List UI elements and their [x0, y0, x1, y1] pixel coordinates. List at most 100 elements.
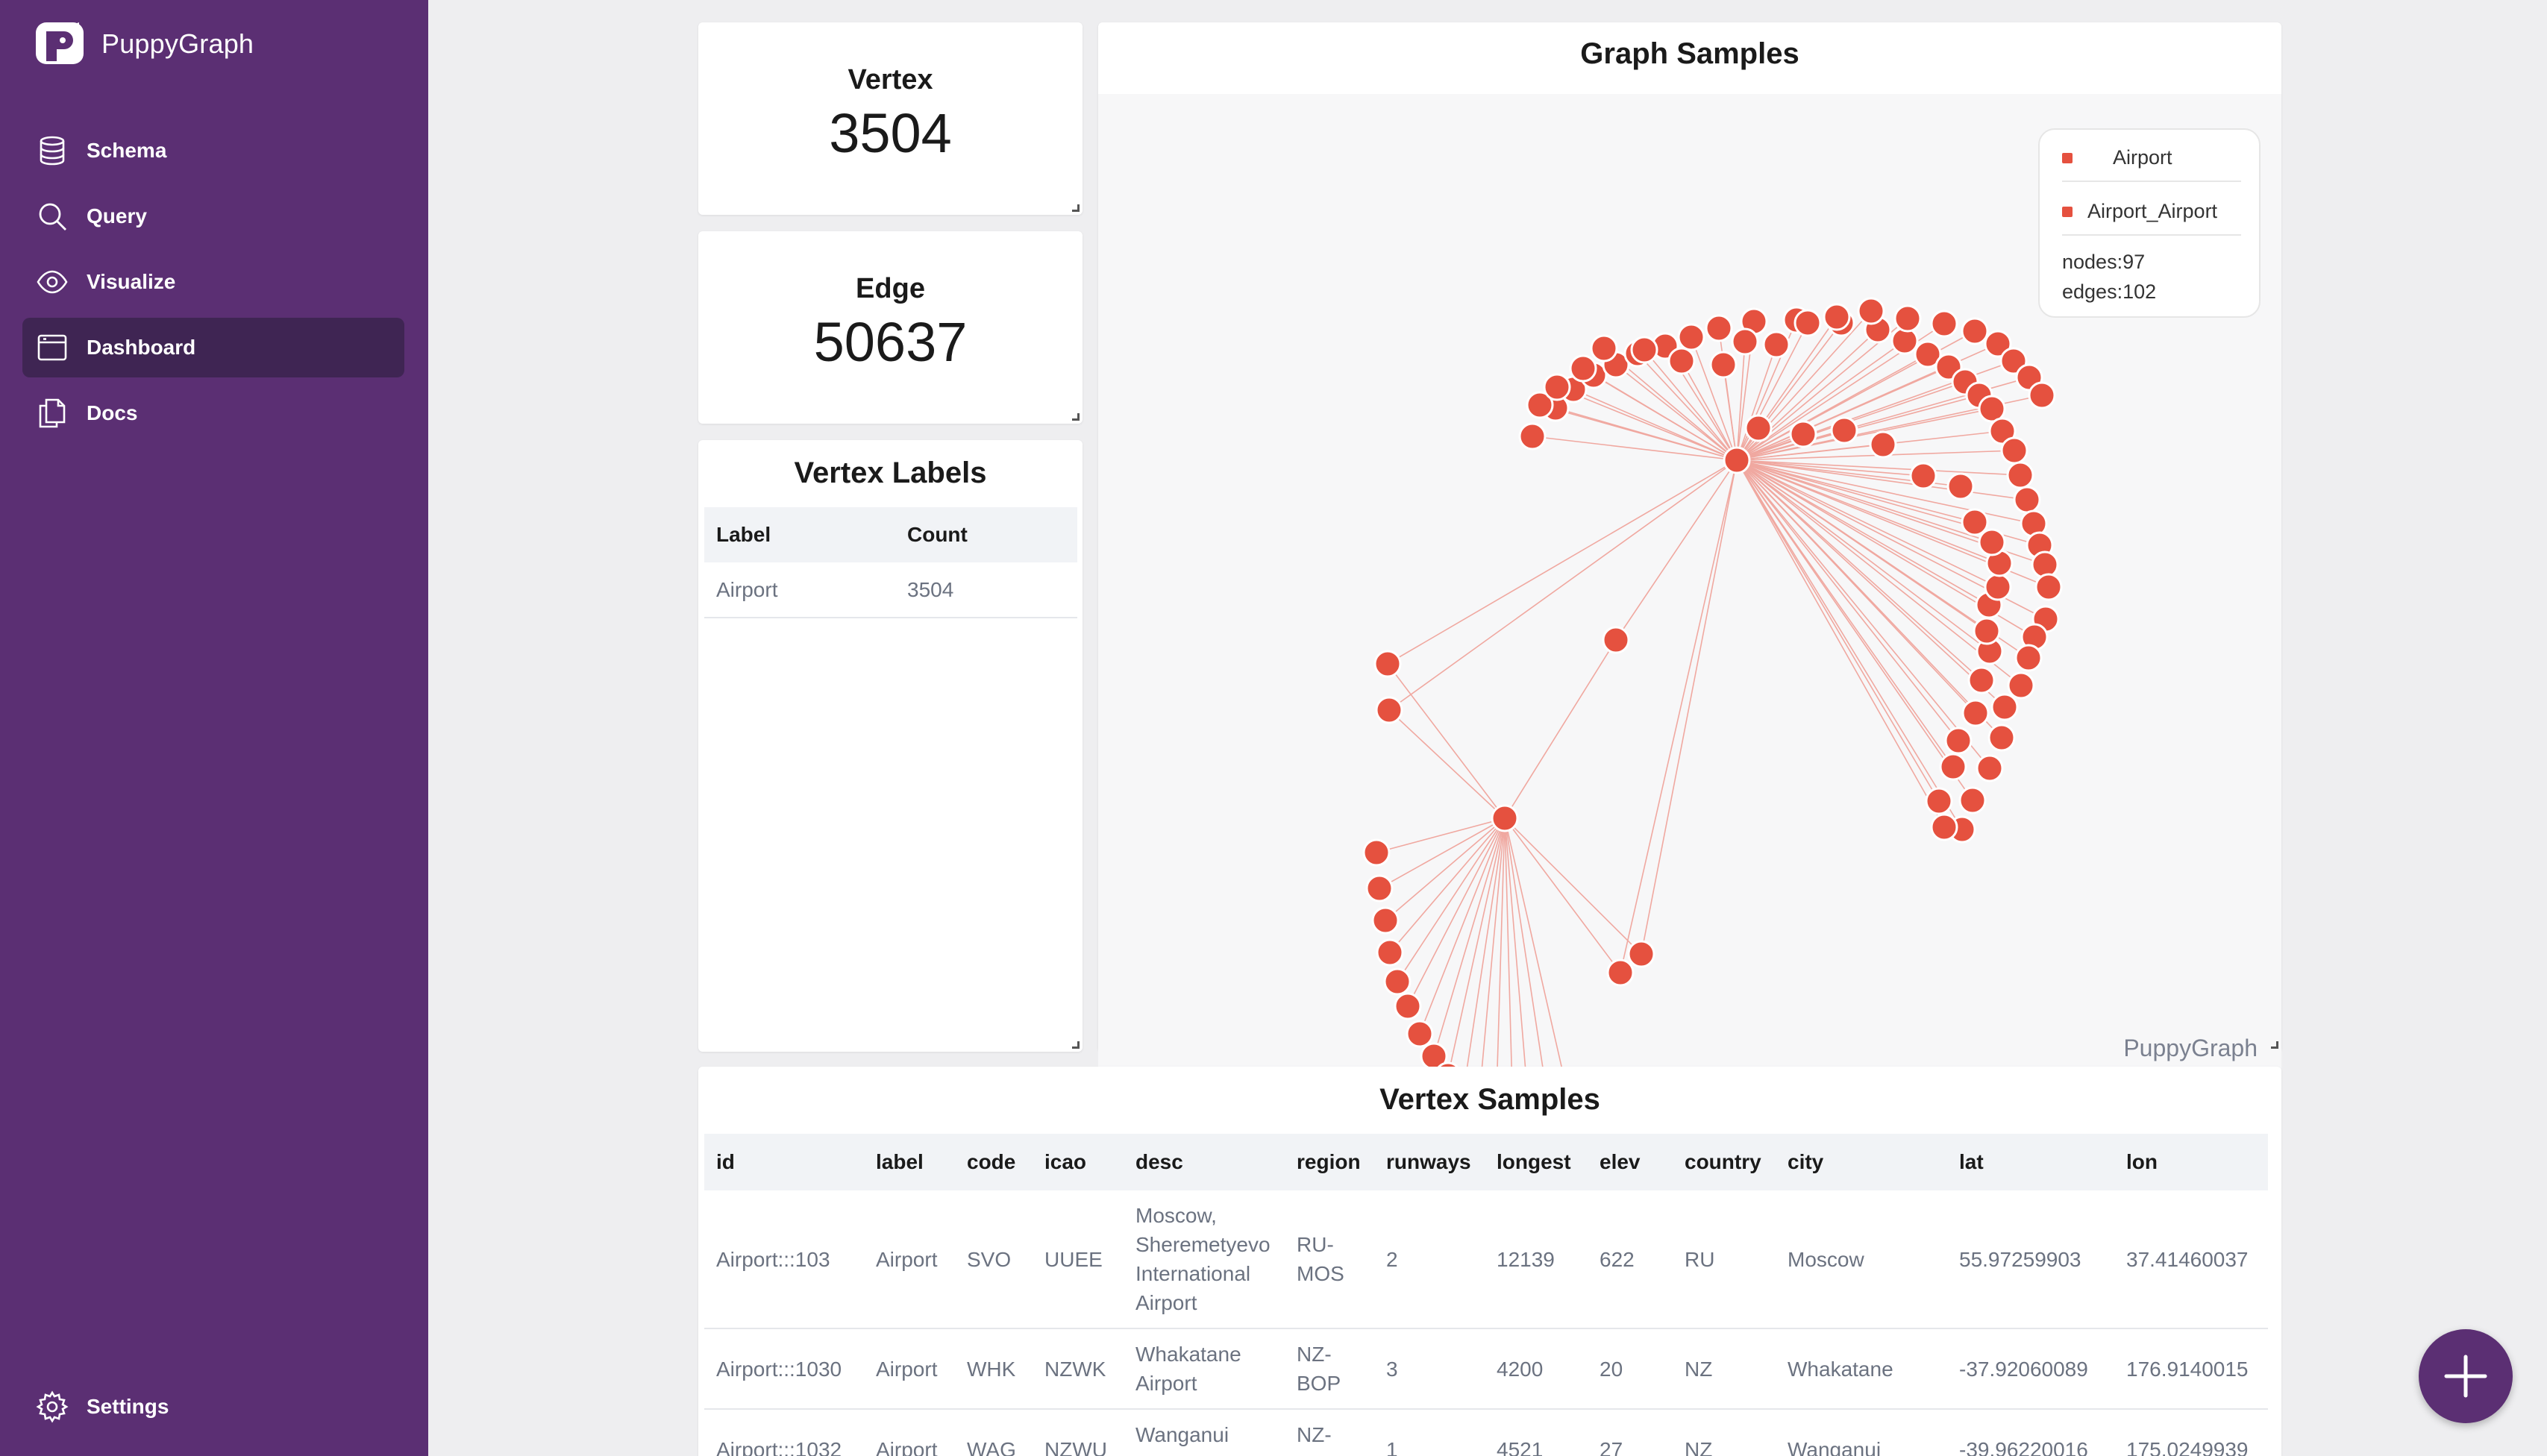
sidebar-item-docs[interactable]: Docs	[22, 383, 404, 443]
sidebar-item-label: Dashboard	[87, 336, 196, 359]
graph-node[interactable]	[1630, 336, 1658, 364]
graph-node[interactable]	[1394, 992, 1422, 1020]
resize-handle[interactable]	[1072, 1041, 1080, 1049]
graph-node[interactable]	[1543, 373, 1571, 401]
graph-node[interactable]	[1893, 304, 1922, 333]
graph-node[interactable]	[1375, 696, 1403, 724]
resize-handle[interactable]	[1072, 413, 1080, 421]
column-header[interactable]: desc	[1124, 1134, 1285, 1190]
graph-node[interactable]	[1958, 786, 1987, 815]
graph-node[interactable]	[1590, 334, 1618, 363]
graph-node[interactable]	[1890, 327, 1919, 355]
graph-node[interactable]	[2028, 381, 2056, 410]
graph-node[interactable]	[1526, 391, 1554, 419]
graph-node[interactable]	[1961, 508, 1989, 536]
legend-item[interactable]: Airport_Airport	[2062, 200, 2217, 223]
column-header[interactable]: city	[1776, 1134, 1947, 1190]
graph-node[interactable]	[1762, 330, 1791, 359]
graph-node[interactable]	[1930, 813, 1958, 841]
graph-node[interactable]	[1723, 446, 1751, 474]
graph-node[interactable]	[1976, 754, 2004, 782]
graph-node[interactable]	[2000, 436, 2028, 465]
brand[interactable]: PuppyGraph	[33, 19, 254, 69]
graph-node[interactable]	[1365, 874, 1394, 903]
graph-node[interactable]	[1491, 804, 1519, 832]
graph-node[interactable]	[1944, 727, 1973, 755]
graph-node[interactable]	[1984, 330, 2012, 358]
graph-node[interactable]	[1830, 416, 1858, 445]
graph-node[interactable]	[1793, 309, 1822, 337]
graph-canvas[interactable]: Airport Airport_Airport nodes:97 edges:1…	[1098, 94, 2281, 1074]
graph-node[interactable]	[1602, 626, 1630, 654]
sidebar-item-schema[interactable]: Schema	[22, 121, 404, 181]
graph-node[interactable]	[1925, 787, 1953, 815]
graph-node[interactable]	[2013, 486, 2041, 514]
table-cell: NZ	[1673, 1409, 1776, 1456]
graph-node[interactable]	[1518, 422, 1547, 451]
graph-node[interactable]	[1987, 724, 2016, 752]
graph-node[interactable]	[1373, 650, 1402, 678]
column-header[interactable]: longest	[1485, 1134, 1588, 1190]
column-header[interactable]: lon	[2114, 1134, 2268, 1190]
column-header[interactable]: label	[864, 1134, 955, 1190]
graph-node[interactable]	[1606, 958, 1635, 987]
graph-node[interactable]	[1371, 906, 1400, 935]
add-widget-button[interactable]	[2419, 1329, 2513, 1423]
graph-node[interactable]	[1744, 414, 1773, 442]
graph-edge	[1573, 389, 1738, 461]
graph-node[interactable]	[2031, 550, 2059, 579]
sidebar-item-visualize[interactable]: Visualize	[22, 252, 404, 312]
graph-node[interactable]	[1939, 753, 1967, 781]
graph-node[interactable]	[2034, 573, 2063, 601]
graph-node[interactable]	[1709, 351, 1738, 379]
graph-node[interactable]	[1967, 666, 1996, 694]
column-header[interactable]: icao	[1033, 1134, 1124, 1190]
graph-node[interactable]	[1978, 528, 2006, 556]
table-cell: SVO	[955, 1190, 1033, 1329]
graph-visualization[interactable]	[1098, 94, 2281, 1074]
legend-item[interactable]: Airport	[2062, 146, 2172, 169]
column-header[interactable]: region	[1285, 1134, 1374, 1190]
graph-node[interactable]	[1961, 699, 1990, 727]
sidebar-item-dashboard[interactable]: Dashboard	[22, 318, 404, 377]
graph-node[interactable]	[1869, 430, 1897, 459]
column-header[interactable]: code	[955, 1134, 1033, 1190]
column-header[interactable]: country	[1673, 1134, 1776, 1190]
graph-node[interactable]	[1930, 310, 1958, 338]
graph-node[interactable]	[1823, 303, 1851, 331]
card-title: Vertex Samples	[1379, 1083, 1600, 1116]
resize-handle[interactable]	[2271, 1041, 2278, 1049]
graph-node[interactable]	[1914, 340, 1942, 368]
graph-node[interactable]	[1362, 838, 1391, 867]
graph-node[interactable]	[1677, 323, 1705, 351]
graph-node[interactable]	[1857, 297, 1885, 325]
column-header[interactable]: lat	[1947, 1134, 2114, 1190]
graph-node[interactable]	[1909, 462, 1937, 490]
graph-node[interactable]	[1383, 967, 1412, 996]
graph-node[interactable]	[1978, 395, 2006, 423]
graph-node[interactable]	[1667, 347, 1696, 375]
graph-node[interactable]	[1406, 1020, 1434, 1048]
graph-node[interactable]	[2014, 644, 2043, 672]
graph-node[interactable]	[2007, 671, 2035, 700]
column-header[interactable]: Count	[895, 507, 1077, 562]
graph-node[interactable]	[1789, 420, 1817, 448]
resize-handle[interactable]	[1072, 204, 1080, 212]
graph-node[interactable]	[2006, 461, 2034, 489]
sidebar-item-query[interactable]: Query	[22, 186, 404, 246]
graph-node[interactable]	[1990, 693, 2019, 721]
graph-node[interactable]	[1569, 354, 1597, 383]
graph-node[interactable]	[1731, 327, 1759, 356]
graph-node[interactable]	[1705, 314, 1733, 342]
graph-node[interactable]	[1376, 938, 1404, 967]
column-header[interactable]: Label	[704, 507, 895, 562]
graph-node[interactable]	[1946, 472, 1975, 501]
column-header[interactable]: elev	[1588, 1134, 1673, 1190]
column-header[interactable]: runways	[1374, 1134, 1485, 1190]
column-header[interactable]: id	[704, 1134, 864, 1190]
graph-node[interactable]	[1961, 317, 1989, 345]
graph-node[interactable]	[1973, 617, 2001, 645]
graph-node[interactable]	[1627, 940, 1655, 968]
sidebar-item-settings[interactable]: Settings	[22, 1377, 404, 1437]
graph-node[interactable]	[1984, 573, 2012, 601]
